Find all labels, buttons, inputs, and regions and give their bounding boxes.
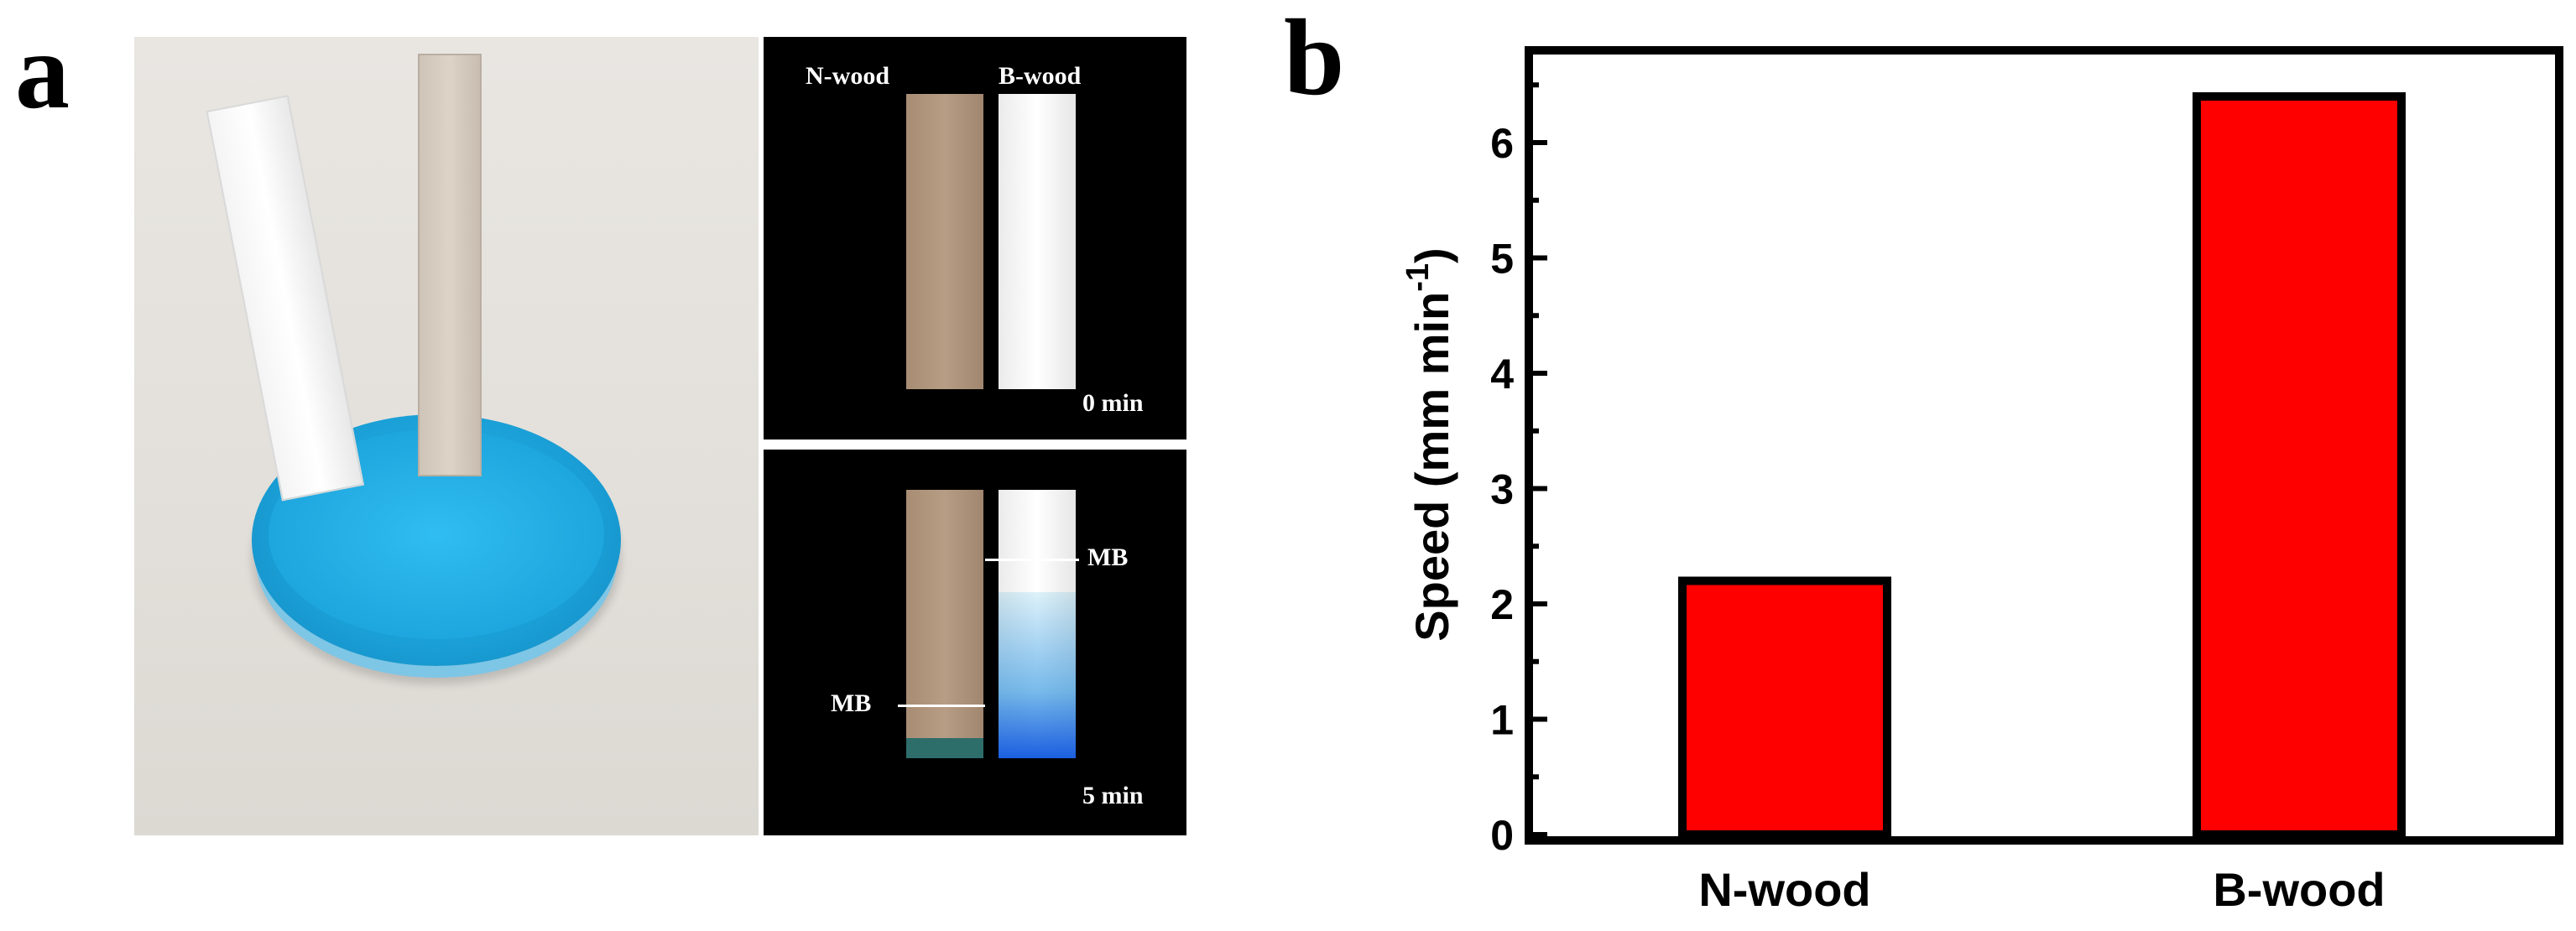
y-axis-label: Speed (mm min-1)	[1400, 247, 1458, 641]
y-tick-label: 2	[1490, 581, 1514, 628]
x-category-label: B-wood	[2213, 863, 2385, 916]
y-axis-label-suffix: )	[1405, 247, 1458, 263]
n-wood-stick	[418, 54, 482, 476]
b-wood-strip	[999, 94, 1076, 389]
inset-label-b-wood: B-wood	[999, 62, 1082, 90]
n-wood-strip	[906, 490, 983, 758]
y-axis-label-superscript: -1	[1400, 263, 1436, 292]
bar-b-wood	[2193, 92, 2406, 839]
y-tick-label: 6	[1490, 120, 1514, 167]
y-tick-label: 0	[1490, 812, 1514, 859]
bars-group	[1678, 92, 2406, 839]
x-category-label: N-wood	[1698, 863, 1870, 916]
inset-time-5: 5 min	[1082, 782, 1144, 809]
bar-n-wood	[1678, 576, 1891, 839]
y-axis-label-main: Speed (mm min	[1405, 292, 1458, 642]
y-tick-label: 1	[1490, 697, 1514, 744]
inset-label-n-wood: N-wood	[806, 62, 890, 90]
x-axis: N-wood B-wood	[1698, 863, 2385, 916]
y-tick-label: 3	[1490, 466, 1514, 513]
b-wood-dye-front	[999, 592, 1076, 758]
y-axis: 0 1 2 3 4 5 6	[1490, 82, 1547, 859]
n-wood-dye-front	[906, 738, 983, 758]
y-tick-label: 4	[1490, 351, 1514, 398]
inset-5-min: MB MB 5 min	[764, 450, 1186, 835]
mb-line-b-wood	[985, 559, 1079, 561]
mb-marker-n-wood: MB	[831, 689, 872, 717]
inset-time-0: 0 min	[1082, 389, 1144, 417]
mb-line-n-wood	[898, 705, 985, 707]
y-tick-label: 5	[1490, 236, 1514, 283]
plot-frame	[1525, 46, 2563, 845]
experiment-photo	[134, 37, 759, 835]
inset-0-min: N-wood B-wood 0 min	[764, 37, 1186, 439]
n-wood-strip	[906, 94, 983, 389]
panel-label-a: a	[15, 11, 70, 132]
panel-label-b: b	[1284, 0, 1345, 118]
mb-marker-b-wood: MB	[1087, 544, 1129, 571]
